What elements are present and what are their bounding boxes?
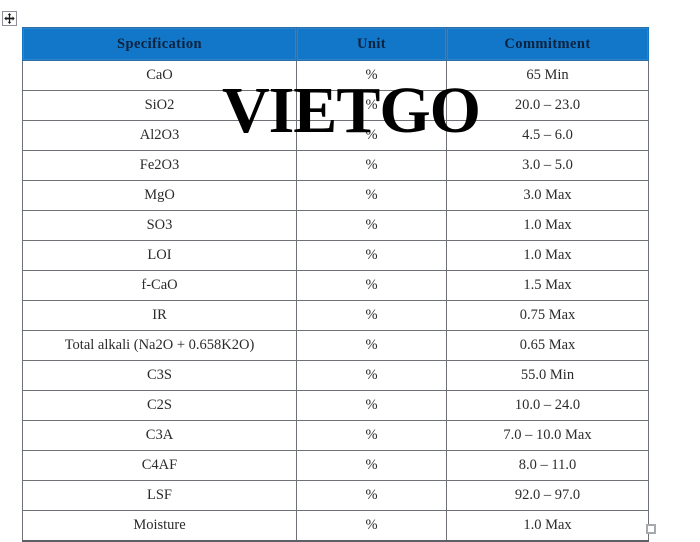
cell-unit: % (296, 180, 447, 211)
column-header-commitment: Commitment (446, 27, 649, 61)
cell-specification: Al2O3 (22, 120, 297, 151)
column-header-unit: Unit (296, 27, 447, 61)
cell-specification: LOI (22, 240, 297, 271)
cell-unit: % (296, 210, 447, 241)
cell-specification: SiO2 (22, 90, 297, 121)
cell-unit: % (296, 300, 447, 331)
cell-commitment: 3.0 Max (446, 180, 649, 211)
cell-commitment: 92.0 – 97.0 (446, 480, 649, 511)
cell-commitment: 20.0 – 23.0 (446, 90, 649, 121)
cell-specification: Moisture (22, 510, 297, 542)
table-row: Al2O3% 4.5 – 6.0 (22, 120, 649, 151)
column-header-specification: Specification (22, 27, 297, 61)
table-row: LSF% 92.0 – 97.0 (22, 480, 649, 511)
table-row: LOI% 1.0 Max (22, 240, 649, 271)
cell-specification: C2S (22, 390, 297, 421)
table-row: f-CaO% 1.5 Max (22, 270, 649, 301)
cell-commitment: 4.5 – 6.0 (446, 120, 649, 151)
table-resize-handle[interactable] (646, 524, 656, 534)
cell-commitment: 7.0 – 10.0 Max (446, 420, 649, 451)
table-row: Total alkali (Na2O + 0.658K2O)% 0.65 Max (22, 330, 649, 361)
cell-commitment: 0.65 Max (446, 330, 649, 361)
cell-specification: C3S (22, 360, 297, 391)
cell-specification: LSF (22, 480, 297, 511)
cell-specification: C3A (22, 420, 297, 451)
cell-unit: % (296, 60, 447, 91)
table-row: SO3% 1.0 Max (22, 210, 649, 241)
cell-unit: % (296, 120, 447, 151)
cell-specification: MgO (22, 180, 297, 211)
cell-specification: IR (22, 300, 297, 331)
table-row: Moisture% 1.0 Max (22, 510, 649, 542)
cell-unit: % (296, 390, 447, 421)
specification-table-container[interactable]: Specification Unit Commitment CaO% 65 Min… (22, 27, 649, 542)
cell-commitment: 0.75 Max (446, 300, 649, 331)
cell-unit: % (296, 420, 447, 451)
cell-commitment: 1.0 Max (446, 510, 649, 542)
table-row: SiO2% 20.0 – 23.0 (22, 90, 649, 121)
cell-commitment: 55.0 Min (446, 360, 649, 391)
cell-commitment: 1.5 Max (446, 270, 649, 301)
cell-unit: % (296, 360, 447, 391)
cell-specification: Total alkali (Na2O + 0.658K2O) (22, 330, 297, 361)
cell-specification: Fe2O3 (22, 150, 297, 181)
cell-unit: % (296, 240, 447, 271)
table-body: CaO% 65 Min SiO2% 20.0 – 23.0 Al2O3% 4.5 – 6.… (22, 60, 649, 542)
cell-commitment: 3.0 – 5.0 (446, 150, 649, 181)
cell-commitment: 8.0 – 11.0 (446, 450, 649, 481)
table-row: IR% 0.75 Max (22, 300, 649, 331)
table-header: Specification Unit Commitment (22, 27, 649, 61)
cell-specification: f-CaO (22, 270, 297, 301)
cell-unit: % (296, 450, 447, 481)
cell-unit: % (296, 330, 447, 361)
table-row: C3A% 7.0 – 10.0 Max (22, 420, 649, 451)
cell-specification: C4AF (22, 450, 297, 481)
table-row: CaO% 65 Min (22, 60, 649, 91)
table-row: C2S% 10.0 – 24.0 (22, 390, 649, 421)
cell-commitment: 65 Min (446, 60, 649, 91)
cell-commitment: 1.0 Max (446, 240, 649, 271)
table-row: C4AF% 8.0 – 11.0 (22, 450, 649, 481)
table-row: MgO% 3.0 Max (22, 180, 649, 211)
cell-unit: % (296, 270, 447, 301)
clipped-top-text: · · · · · · · · · · · · · · · · · · (0, 0, 700, 3)
cell-unit: % (296, 90, 447, 121)
cell-specification: CaO (22, 60, 297, 91)
cell-unit: % (296, 510, 447, 542)
table-row: Fe2O3% 3.0 – 5.0 (22, 150, 649, 181)
cell-commitment: 10.0 – 24.0 (446, 390, 649, 421)
cell-unit: % (296, 480, 447, 511)
table-row: C3S% 55.0 Min (22, 360, 649, 391)
table-header-row: Specification Unit Commitment (22, 27, 649, 61)
specification-table: Specification Unit Commitment CaO% 65 Min… (22, 27, 649, 542)
table-move-handle[interactable] (2, 11, 17, 26)
cell-specification: SO3 (22, 210, 297, 241)
cell-unit: % (296, 150, 447, 181)
cell-commitment: 1.0 Max (446, 210, 649, 241)
